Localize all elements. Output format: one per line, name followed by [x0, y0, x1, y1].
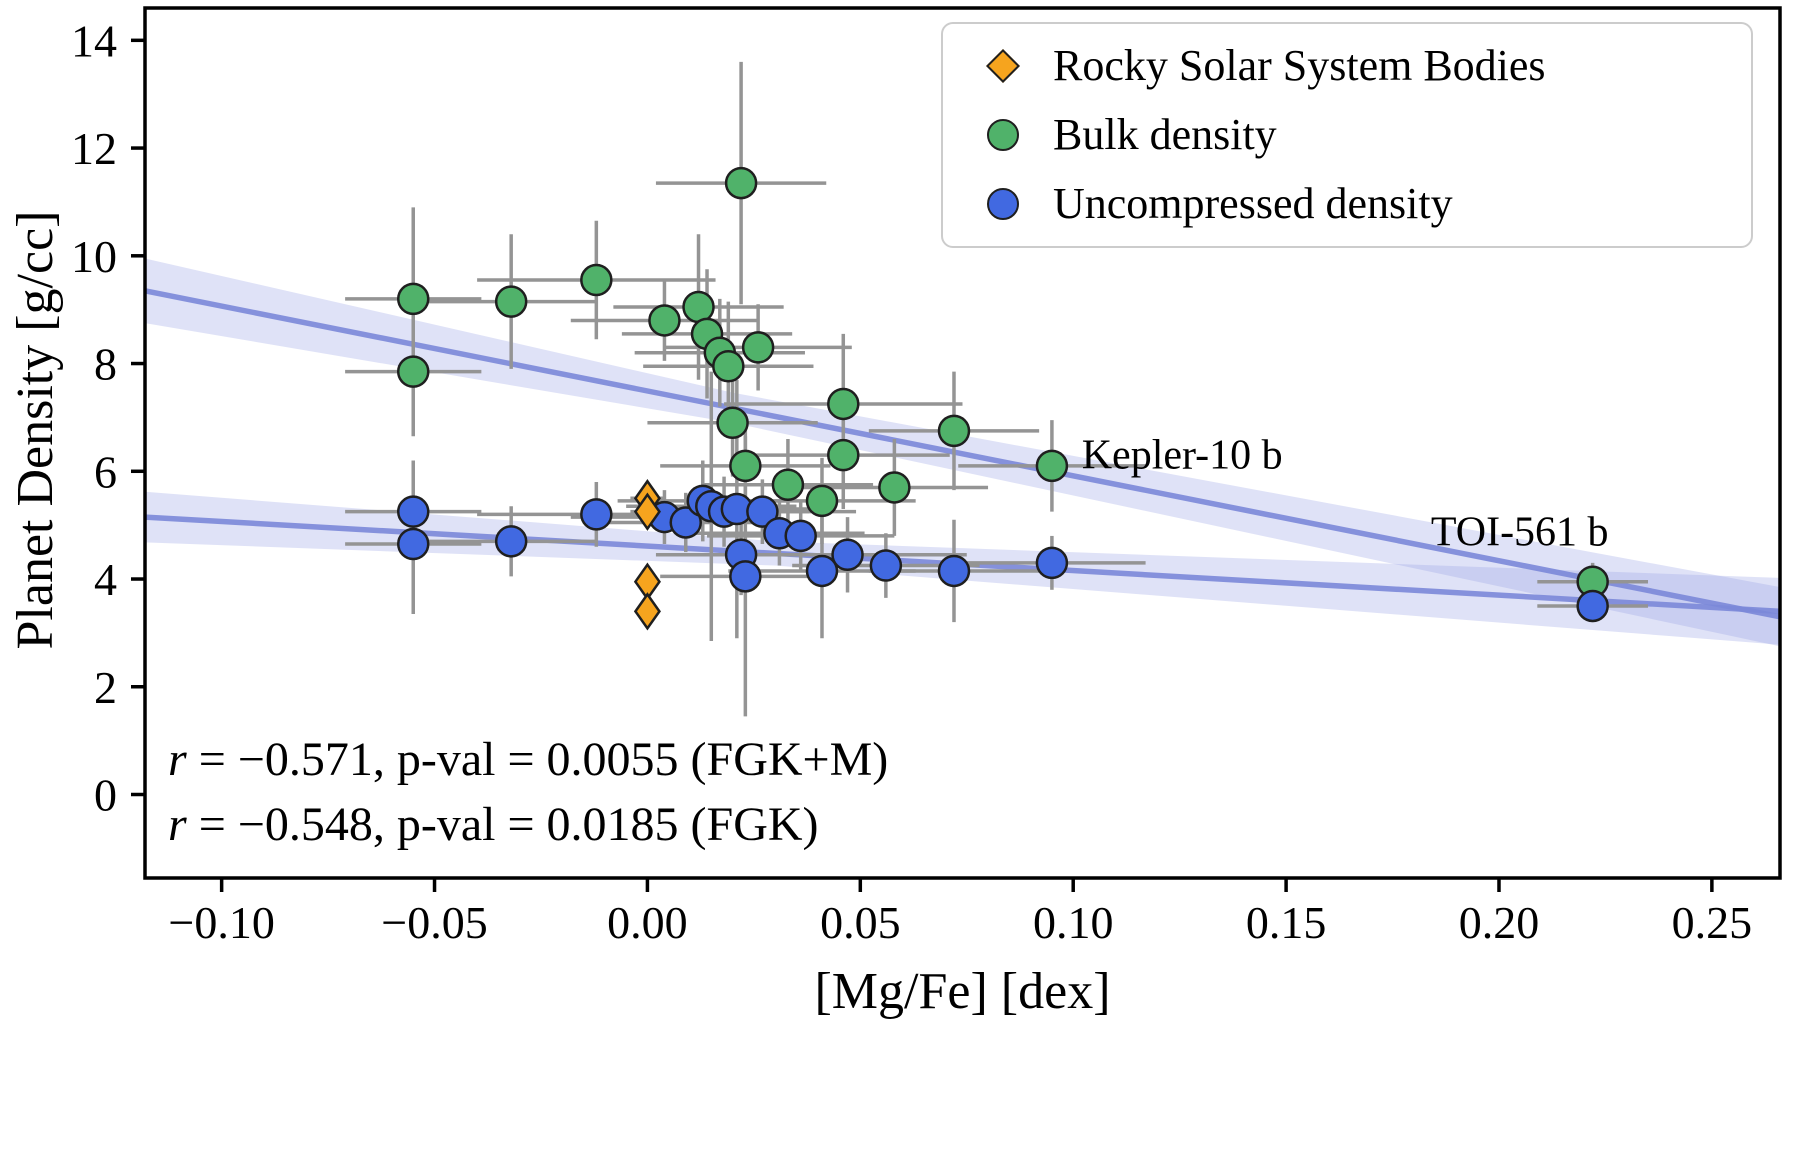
- bulk-density-point: [827, 387, 860, 421]
- uncompressed-density-point: [1035, 546, 1069, 580]
- x-tick-label: 0.00: [607, 897, 688, 948]
- y-tick-label: 2: [94, 662, 117, 713]
- circle-marker-icon: [987, 118, 1019, 151]
- uncompressed-density-point: [746, 495, 779, 528]
- fgkm-fit-line: [145, 288, 1780, 620]
- annotation-kepler-10-b: Kepler-10 b: [1082, 433, 1283, 479]
- bulk-density-point: [771, 468, 805, 501]
- legend-label: Rocky Solar System Bodies: [1053, 41, 1546, 91]
- rocky-solar-system-bodies-points-group: [633, 479, 661, 631]
- bulk-density-point: [937, 414, 971, 448]
- bulk-density-point: [729, 449, 762, 483]
- bulk-density-point: [827, 438, 860, 472]
- bulk-density-point: [494, 285, 528, 318]
- y-tick-label: 4: [94, 554, 117, 605]
- uncompressed-density-point: [869, 549, 903, 582]
- uncompressed-density-point: [580, 498, 613, 531]
- uncompressed-density-point: [937, 554, 971, 588]
- bulk-density-points-group: [396, 166, 1609, 598]
- x-tick-label: 0.25: [1672, 897, 1753, 948]
- uncompressed-density-point: [805, 554, 839, 588]
- uncompressed-density-point: [1576, 589, 1609, 623]
- y-axis-label: Planet Density [g/cc]: [7, 210, 64, 650]
- bulk-density-point: [396, 355, 430, 388]
- x-tick-label: 0.15: [1246, 897, 1327, 948]
- bulk-density-point: [716, 406, 749, 440]
- x-tick-label: −0.05: [381, 897, 487, 948]
- bulk-density-point: [580, 263, 613, 297]
- legend: Rocky Solar System Bodies Bulk density U…: [941, 22, 1753, 248]
- annotations-layer: Kepler-10 b TOI-561 b: [1082, 433, 1609, 556]
- bulk-density-point: [712, 349, 745, 383]
- rocky-solar-system-bodies-point: [633, 592, 661, 631]
- bulk-density-point: [724, 166, 758, 200]
- y-tick-label: 14: [71, 15, 117, 66]
- uncompressed-density-point: [396, 527, 430, 561]
- x-tick-label: 0.20: [1459, 897, 1540, 948]
- uncompressed-density-point: [494, 525, 528, 558]
- uncompressed-density-point: [396, 495, 430, 528]
- legend-label: Uncompressed density: [1053, 178, 1453, 228]
- legend-label: Bulk density: [1053, 109, 1277, 159]
- bulk-density-point: [805, 484, 839, 518]
- y-tick-label: 10: [71, 231, 117, 282]
- stats-text: = −0.571, p-val = 0.0055 (FGK+M): [186, 733, 889, 786]
- uncompressed-density-point: [831, 538, 864, 572]
- plot-frame: [143, 6, 1782, 880]
- y-tick-label: 8: [94, 339, 117, 390]
- x-tick-label: 0.05: [820, 897, 901, 948]
- uncompressed-density-points-group: [396, 484, 1609, 623]
- y-tick-label: 12: [71, 123, 117, 174]
- correlation-stats: r = −0.571, p-val = 0.0055 (FGK+M) r = −…: [168, 728, 888, 858]
- axes-layer: −0.10 −0.05 0.00 0.05 0.10 0.15 0.20 0.25 0 2 4 6 8 1…: [71, 6, 1782, 948]
- x-tick-label: −0.10: [168, 897, 274, 948]
- legend-item-bulk-density: Bulk density: [987, 109, 1741, 159]
- circle-marker-icon: [987, 187, 1019, 220]
- stats-line-fgkm: r = −0.571, p-val = 0.0055 (FGK+M): [168, 728, 888, 793]
- bulk-density-point: [741, 331, 775, 364]
- uncompressed-density-point: [729, 560, 762, 593]
- bulk-density-point: [396, 282, 430, 316]
- bulk-density-point: [878, 471, 911, 504]
- annotation-toi-561-b: TOI-561 b: [1431, 510, 1609, 556]
- r-symbol: r: [168, 797, 187, 851]
- y-tick-label: 0: [94, 770, 117, 821]
- legend-item-uncompressed-density: Uncompressed density: [987, 178, 1741, 228]
- diamond-marker-icon: [986, 49, 1020, 84]
- bulk-density-point: [682, 290, 715, 324]
- stats-line-fgk: r = −0.548, p-val = 0.0185 (FGK): [168, 793, 888, 858]
- uncompressed-density-point: [669, 506, 702, 539]
- bulk-density-point: [648, 304, 681, 337]
- legend-item-rocky-solar-system-bodies: Rocky Solar System Bodies: [986, 41, 1741, 91]
- r-symbol: r: [168, 733, 187, 786]
- uncompressed-density-point: [784, 519, 817, 553]
- rocky-solar-system-bodies-point: [633, 492, 661, 531]
- data-points-layer: [396, 166, 1609, 631]
- stats-text: = −0.548, p-val = 0.0185 (FGK): [186, 797, 819, 851]
- x-axis-label: [Mg/Fe] [dex]: [814, 963, 1111, 1020]
- bulk-density-point: [1035, 449, 1069, 483]
- y-tick-label: 6: [94, 446, 117, 497]
- x-tick-label: 0.10: [1033, 897, 1114, 948]
